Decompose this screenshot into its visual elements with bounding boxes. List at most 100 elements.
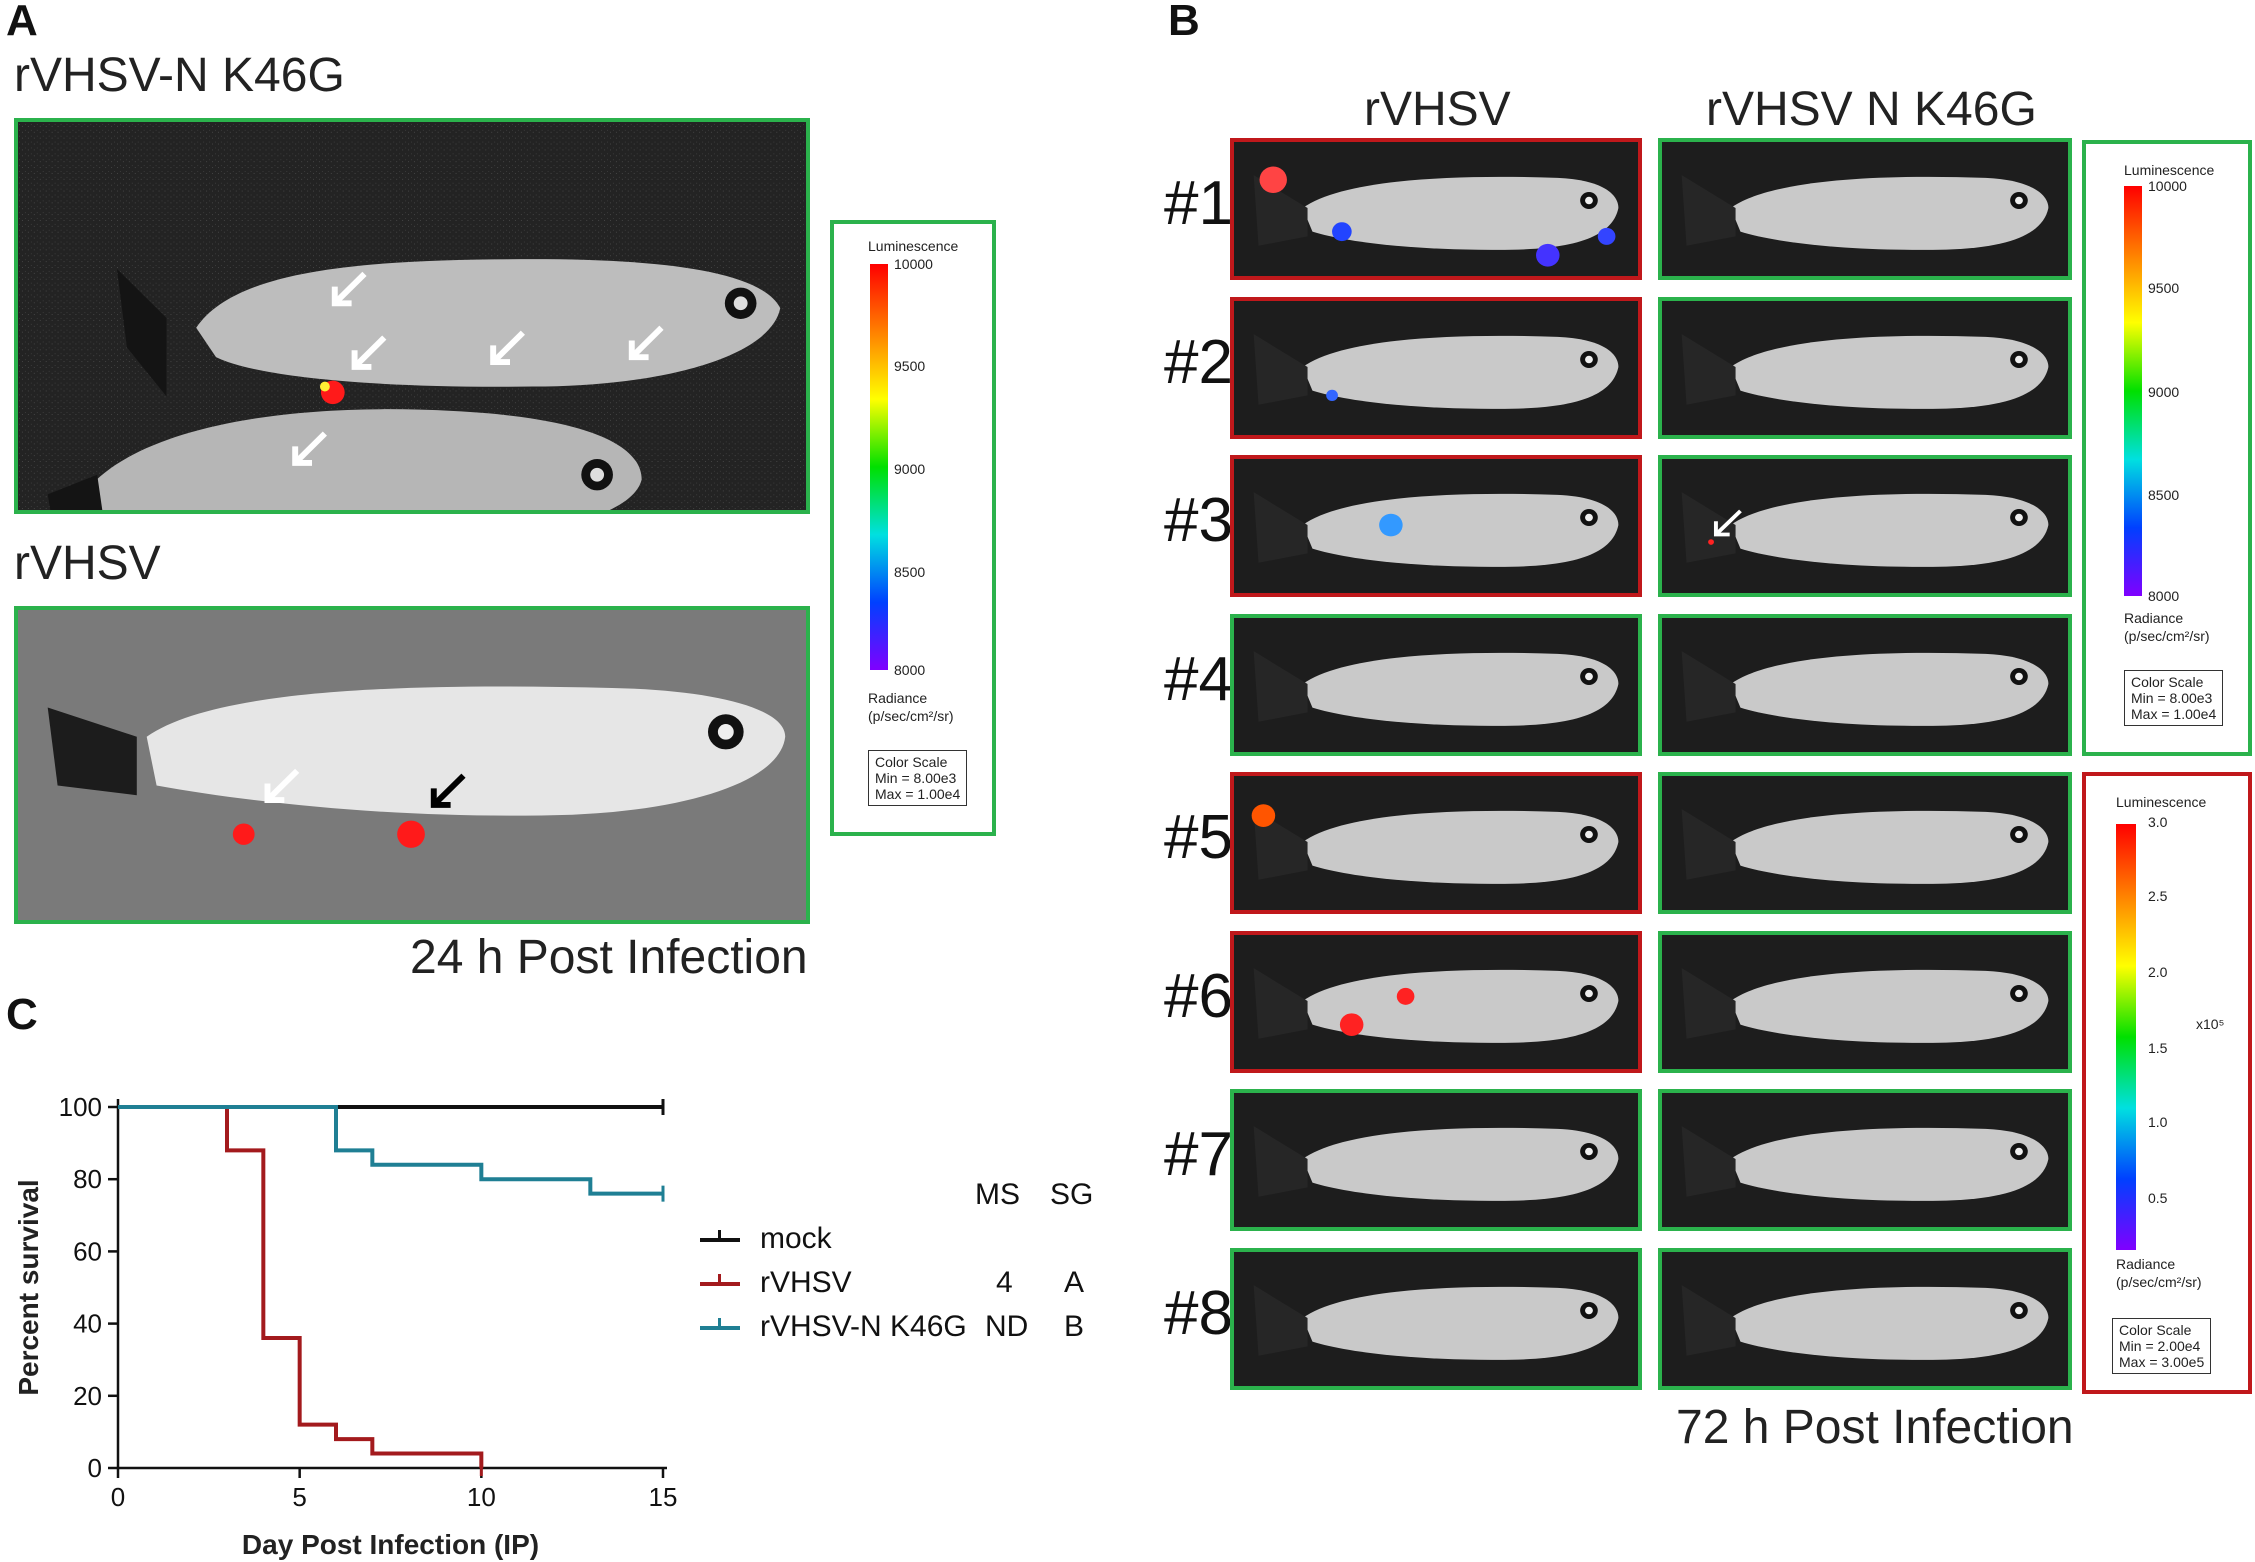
fish-shape [1302,1286,1619,1360]
panel-a-bottom-image [14,606,810,924]
fish-shape [1730,969,2049,1043]
legend-label: rVHSV-N K46G [760,1310,967,1343]
rvhsv-fish-image [1230,455,1642,597]
scale-minmax-box: Color Scale Min = 8.00e3 Max = 1.00e4 [2124,670,2224,726]
scale-tick: 8500 [2148,487,2180,503]
fish-shape [1302,810,1619,884]
scale-box-max: Max = 1.00e4 [875,786,961,802]
row-label: #5 [1164,803,1233,872]
rvhsv-fish-image [1230,772,1642,914]
legend-ms: ND [985,1310,1029,1343]
legend-sg: B [1064,1310,1085,1343]
legend-header-sg: SG [1050,1178,1094,1211]
scale-tick: 9000 [2148,384,2180,400]
panel-a-color-scale: Luminescence 10000 9500 9000 8500 8000 R… [830,220,996,836]
fish-shape [1730,335,2049,409]
y-tick-label: 80 [73,1164,102,1194]
fish-shape [47,686,786,816]
scale-tick: 9500 [894,358,926,374]
scale-tick: 8500 [894,564,926,580]
k46g-fish-image [1658,930,2072,1073]
k46g-fish-image [1658,1089,2072,1231]
luminescence-spot [1379,513,1403,537]
scale-box-min: Min = 8.00e3 [875,770,957,786]
scale-unit: (p/sec/cm²/sr) [2124,628,2210,644]
x-axis-label: Day Post Infection (IP) [242,1529,539,1560]
k46g-fish-image [1658,296,2072,439]
survival-chart: 0 20 40 60 80 100 0 5 10 15 Day Post Infection (IP… [13,1092,677,1560]
rvhsv-fish-image [1230,1247,1642,1390]
k46g-fish-image [1658,455,2072,597]
arrow-icon [430,773,466,808]
legend-swatch-tick [718,1230,721,1242]
fish-shape [1730,1286,2049,1360]
k46g-fish-image [1658,138,2072,280]
panel-a-top-title: rVHSV-N K46G [14,49,345,102]
scale-box-title: Color Scale [2131,674,2204,690]
luminescence-spot [1332,222,1352,242]
fish-shape [1302,493,1619,567]
fish-shape [1302,969,1619,1043]
row-label: #6 [1164,961,1233,1031]
y-tick-label: 0 [88,1453,102,1483]
scale-tick: 3.0 [2148,814,2168,830]
legend-swatch-tick [718,1318,721,1330]
row-label: #3 [1164,486,1233,555]
scale-box-title: Color Scale [875,754,948,770]
scale-unit: Radiance [2124,610,2184,626]
luminescence-spot [1536,243,1560,267]
scale-tick: 0.5 [2148,1190,2168,1206]
scale-multiplier: x10⁵ [2196,1016,2225,1032]
scale-box-min: Min = 2.00e4 [2119,1338,2201,1354]
scale-tick: 9000 [894,461,926,477]
scale-tick: 1.5 [2148,1040,2168,1056]
luminescence-spot [397,820,425,848]
scale-tick: 8000 [894,662,926,678]
panel-a-letter: A [6,0,38,45]
panel-b-caption: 72 h Post Infection [1676,1401,2074,1454]
legend-header-ms: MS [975,1178,1020,1211]
luminescence-spot [1251,804,1276,827]
scale-tick: 10000 [2148,178,2187,194]
rvhsv-fish-image [1230,296,1642,439]
k46g-fish-image [1658,1247,2072,1390]
y-tick-label: 60 [73,1236,102,1266]
arrow-icon [264,768,300,804]
legend-ms: 4 [996,1266,1013,1299]
y-tick-label: 20 [73,1381,102,1411]
color-bar [870,264,888,670]
scale-title: Luminescence [2124,162,2215,178]
row-label: #2 [1164,327,1233,397]
legend-sg: A [1064,1266,1085,1299]
scale-title: Luminescence [868,238,959,254]
k46g-fish-image [1658,613,2072,756]
row-label: #8 [1164,1278,1233,1348]
luminescence-spot [1396,987,1415,1005]
x-tick-label: 5 [292,1482,306,1512]
scale-tick: 8000 [2148,588,2180,604]
luminescence-spot [1259,166,1287,193]
fish-shape [1730,810,2049,884]
scale-box-title: Color Scale [2119,1322,2192,1338]
panel-b-color-scale-1: Luminescence 10000 9500 9000 8500 8000 R… [2082,140,2252,756]
row-label: #1 [1164,169,1233,238]
arrow-icon [292,271,664,466]
scale-minmax-box: Color Scale Min = 8.00e3 Max = 1.00e4 [868,750,968,806]
luminescence-spot [1597,227,1616,245]
panel-b-col1-title: rVHSV [1364,83,1511,136]
series-line-rvhsv-n-k46g [118,1105,663,1196]
scale-box-min: Min = 8.00e3 [2131,690,2213,706]
panel-b-letter: B [1168,0,1200,45]
fish-shape [1302,1127,1619,1201]
rvhsv-fish-image [1230,1089,1642,1231]
fish-shape [1302,335,1619,409]
row-label: #7 [1164,1120,1233,1189]
scale-tick: 2.0 [2148,964,2168,980]
scale-unit: Radiance [868,690,928,706]
y-tick-label: 100 [59,1092,102,1122]
scale-tick: 1.0 [2148,1114,2168,1130]
panel-b-col2-title: rVHSV N K46G [1706,83,2037,136]
k46g-fish-image [1658,772,2072,914]
legend-swatch-tick [718,1274,721,1286]
scale-tick: 9500 [2148,280,2180,296]
